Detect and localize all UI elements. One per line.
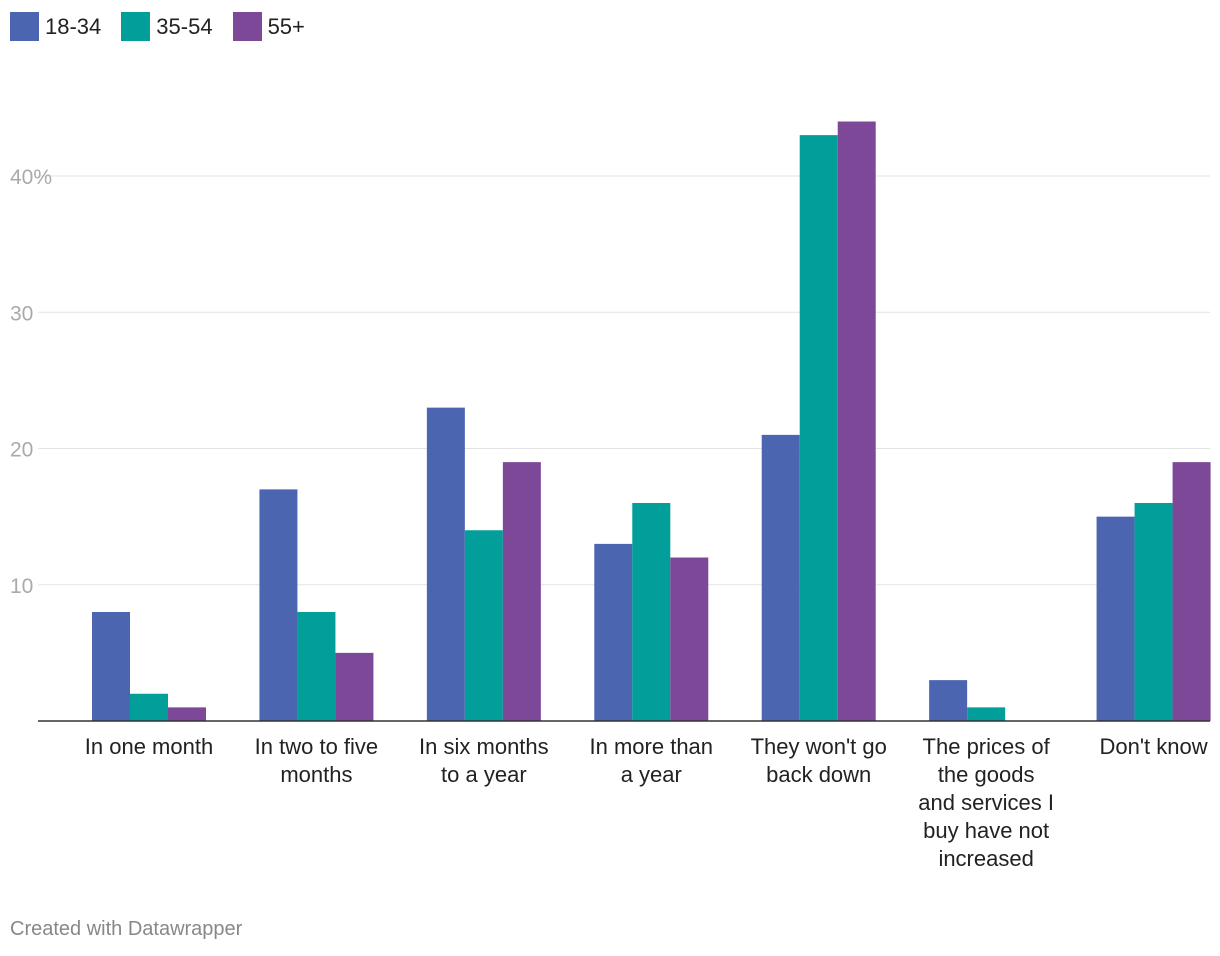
legend-swatch-55-plus xyxy=(232,12,262,41)
y-tick-label-20: 20 xyxy=(10,439,33,462)
legend-item-55-plus[interactable]: 55+ xyxy=(232,12,305,41)
legend-item-35-54[interactable]: 35-54 xyxy=(121,12,213,41)
bar-7-35-54 xyxy=(1134,503,1173,721)
bar-1-55-plus xyxy=(168,707,206,721)
y-tick-label-40: 40% xyxy=(10,166,52,189)
bar-2-35-54 xyxy=(297,612,336,721)
bar-1-35-54 xyxy=(130,693,168,721)
bar-3-35-54 xyxy=(464,530,503,721)
legend-item-18-34[interactable]: 18-34 xyxy=(10,12,101,41)
footer-credit: Created with Datawrapper xyxy=(10,918,243,940)
bar-5-35-54 xyxy=(799,135,838,721)
x-tick-label-4: In more than a year xyxy=(590,734,714,787)
bar-4-35-54 xyxy=(632,503,671,721)
bar-2-18-34 xyxy=(259,489,298,721)
legend-label-35-54: 35-54 xyxy=(156,13,213,39)
bar-4-18-34 xyxy=(594,543,633,721)
legend-label-55-plus: 55+ xyxy=(267,13,305,39)
bar-6-35-54 xyxy=(967,707,1006,721)
legend-swatch-18-34 xyxy=(10,12,39,41)
bar-2-55-plus xyxy=(335,652,374,721)
legend-swatch-35-54 xyxy=(121,12,151,41)
bar-7-18-34 xyxy=(1096,516,1135,721)
legend: 18-34 35-54 55+ xyxy=(10,12,325,41)
y-tick-label-10: 10 xyxy=(10,575,33,598)
bar-7-55-plus xyxy=(1172,462,1211,721)
x-tick-label-5: They won't go back down xyxy=(751,734,887,787)
bar-6-18-34 xyxy=(929,680,968,721)
x-tick-label-7: Don't know xyxy=(1099,734,1207,759)
bar-3-18-34 xyxy=(426,407,465,721)
bar-5-55-plus xyxy=(837,121,876,721)
legend-label-18-34: 18-34 xyxy=(45,13,102,39)
y-tick-label-30: 30 xyxy=(10,302,33,325)
bar-1-18-34 xyxy=(92,612,130,721)
bar-3-55-plus xyxy=(502,462,541,721)
x-tick-label-3: In six months to a year xyxy=(419,734,549,787)
x-tick-label-2: In two to five months xyxy=(255,734,379,787)
x-tick-label-1: In one month xyxy=(85,734,213,759)
bar-5-18-34 xyxy=(761,434,800,721)
bar-4-55-plus xyxy=(670,557,709,721)
